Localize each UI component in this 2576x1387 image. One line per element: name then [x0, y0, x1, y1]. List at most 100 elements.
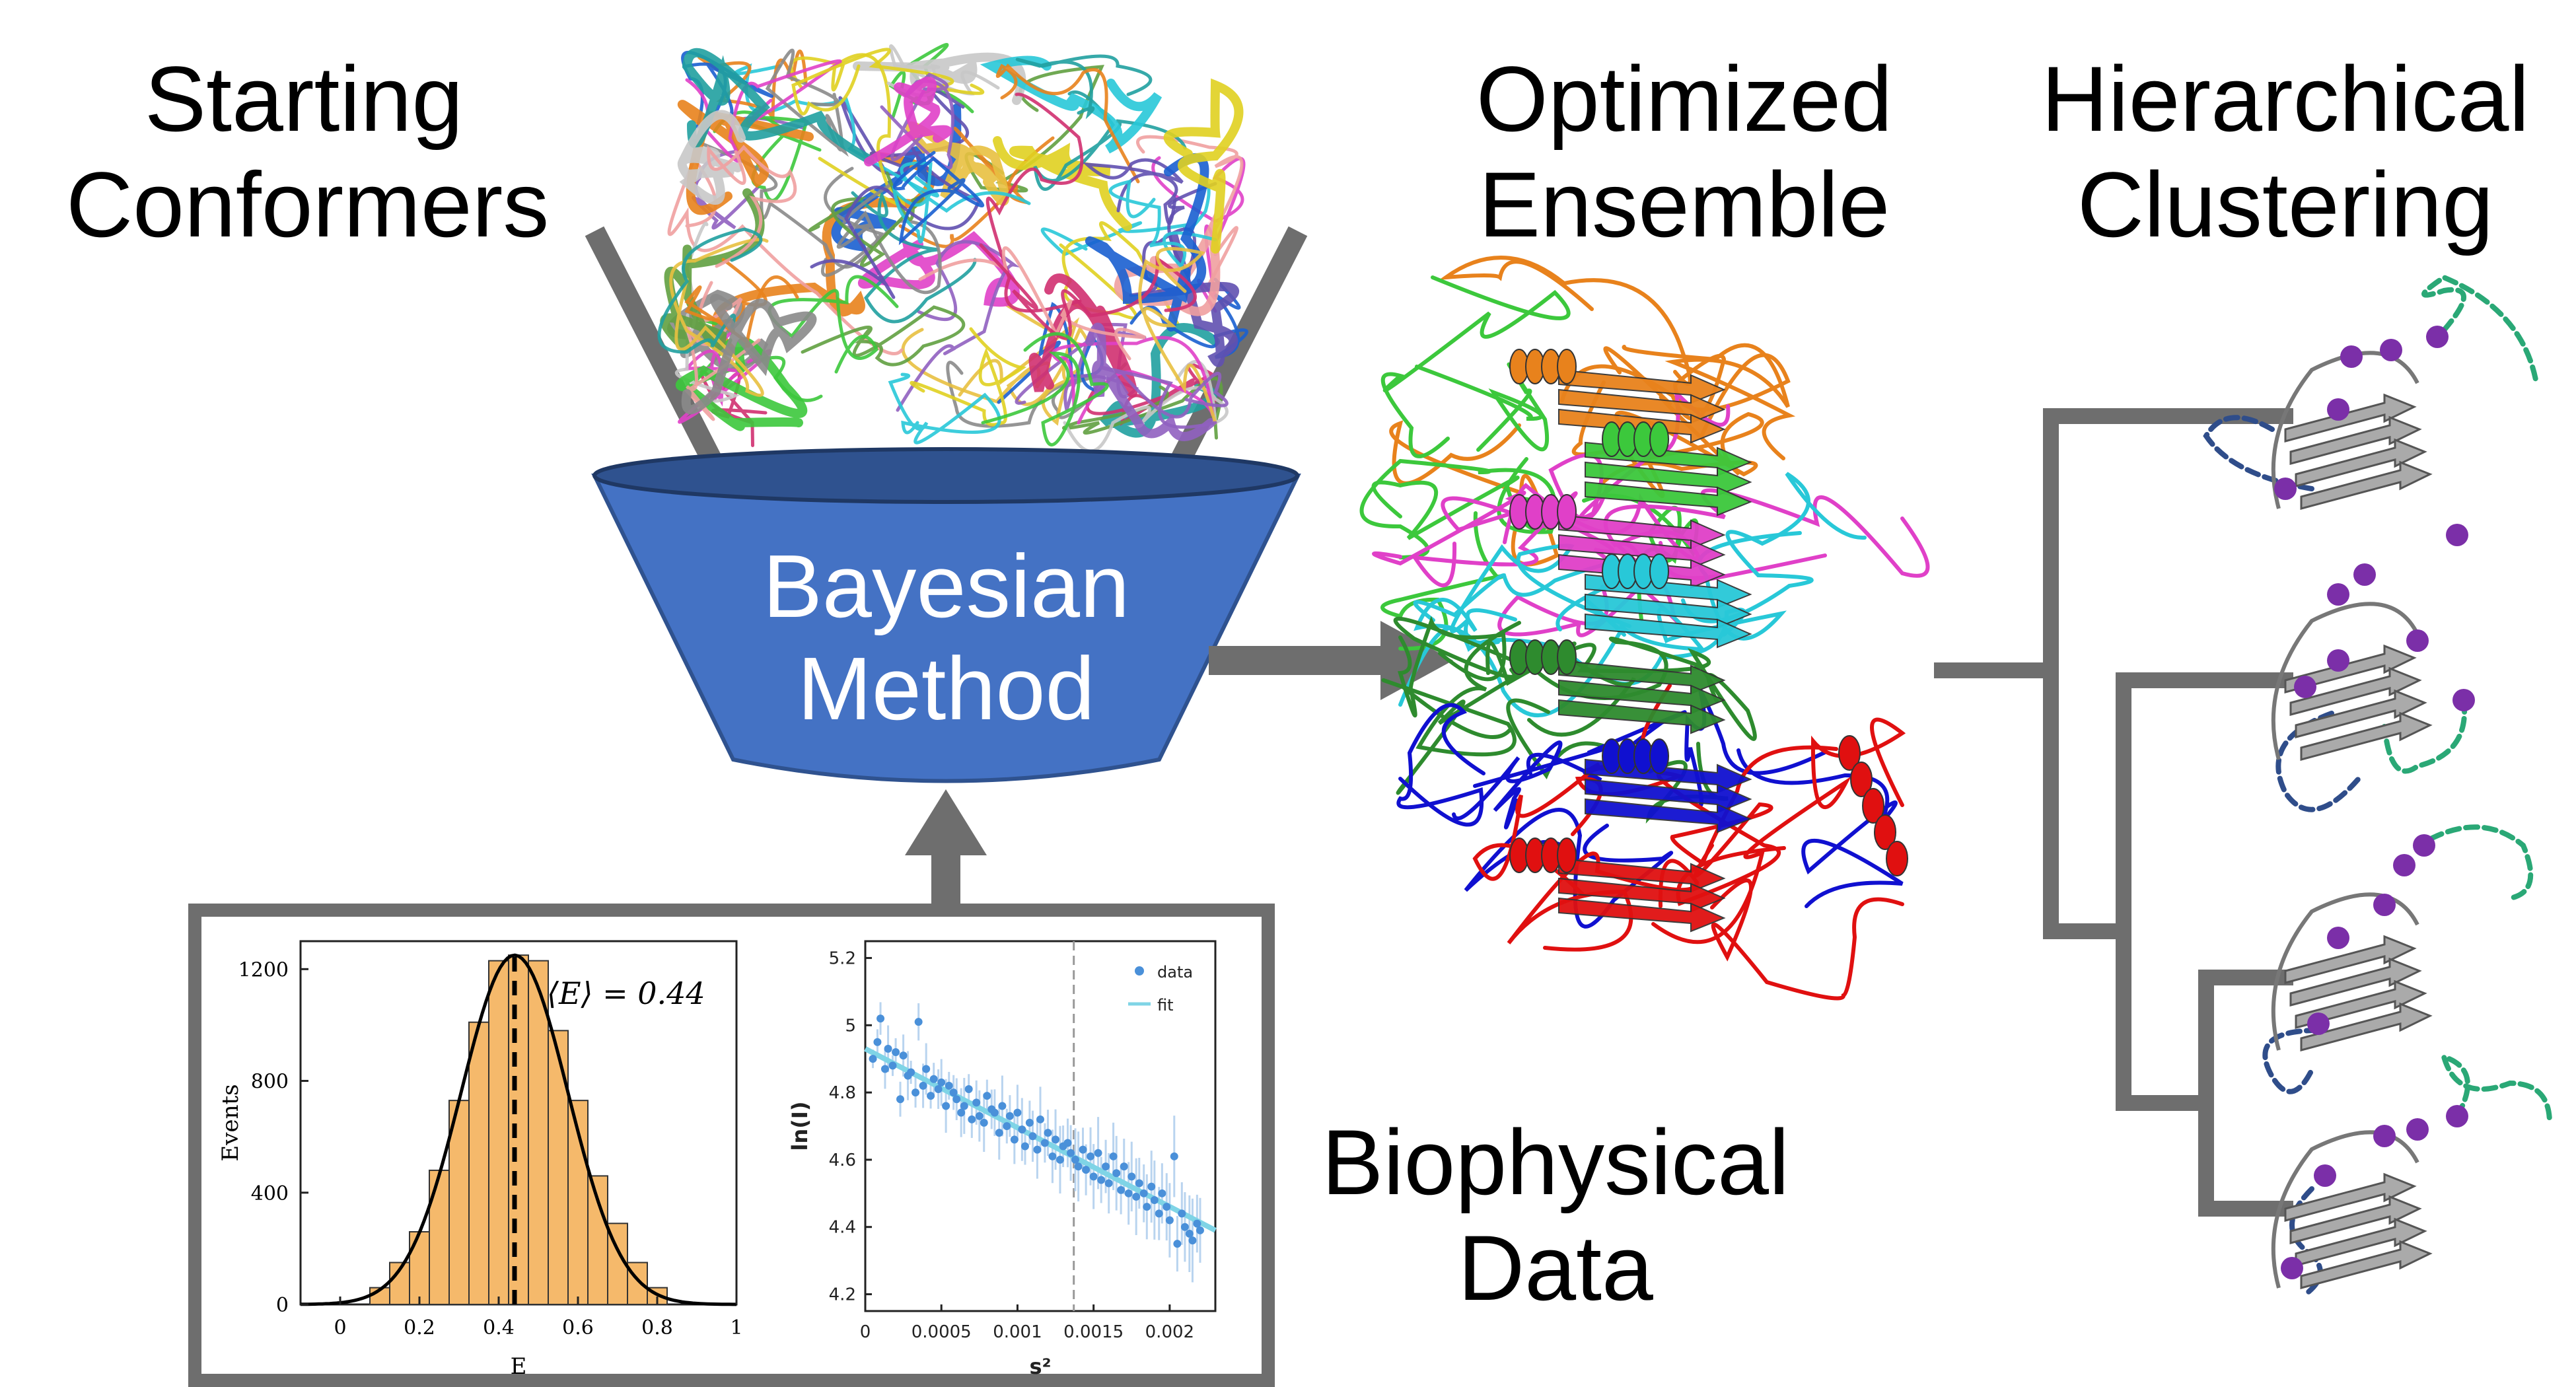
scatter-ytick-label: 4.6 [829, 1151, 856, 1170]
hist-axes: 0 0.2 0.4 0.6 0.8 1 0 400 800 1200 [238, 958, 743, 1339]
scatter-point [1180, 1223, 1189, 1231]
ensemble-sheet [1585, 798, 1752, 834]
scatter-point [922, 1065, 931, 1073]
ensemble-loop [1670, 745, 1838, 878]
cluster-backbone [2271, 602, 2419, 760]
scatter-point [1025, 1118, 1034, 1127]
cluster-sheet [2289, 666, 2422, 716]
cluster-label-dot [2314, 1164, 2336, 1187]
ensemble-sheet [1558, 679, 1726, 715]
scatter-point [1104, 1179, 1113, 1188]
cluster-sheet [2300, 460, 2433, 510]
hist-bar [488, 960, 509, 1305]
conformer-strand [1163, 78, 1244, 254]
scatter-point [1089, 1172, 1098, 1181]
scatter-point [1150, 1196, 1159, 1204]
ensemble-loop [1359, 457, 1557, 559]
scatter-point [1109, 1152, 1118, 1160]
ensemble-loop [1381, 621, 1521, 757]
biophysical-data-line1: Biophysical [1321, 1110, 1790, 1214]
conformer-strand [1108, 179, 1217, 269]
conformer-strand [810, 147, 982, 299]
optimized-ensemble-line2: Ensemble [1478, 153, 1890, 256]
cluster-label-dot [2426, 326, 2449, 348]
ensemble-helix-turn [1557, 639, 1577, 675]
scatter-plot-area [864, 940, 1217, 1312]
scatter-point [1020, 1142, 1029, 1151]
cluster-label-dot [2281, 1257, 2303, 1279]
starting-conformers-title: Starting Conformers [66, 46, 549, 258]
scatter-point [1036, 1115, 1044, 1123]
funnel-body [591, 474, 1301, 783]
scatter-point [942, 1102, 950, 1110]
ensemble-loop [1380, 275, 1571, 458]
scatter-point [899, 1051, 908, 1060]
conformer-strand [669, 238, 769, 397]
scatter-point [1165, 1216, 1174, 1225]
hist-annotation: ⟨E⟩ = 0.44 [547, 976, 705, 1011]
scatter-point [873, 1038, 882, 1046]
conformer-strand [801, 305, 966, 367]
scatter-point [880, 1065, 889, 1073]
hierarchical-clustering-line1: Hierarchical [2041, 47, 2530, 151]
scatter-ytick-label: 4.8 [829, 1083, 856, 1103]
ensemble-loop [1710, 878, 1904, 1001]
hist-xtick-label: 1 [730, 1316, 742, 1339]
scatter-point [1188, 1236, 1197, 1245]
scatter-point [934, 1085, 943, 1093]
cluster-loop-blue [2203, 415, 2314, 491]
cluster-sheet [2289, 415, 2422, 465]
starting-conformers-cloud [657, 43, 1248, 453]
scatter-point [907, 1068, 915, 1077]
ensemble-loop [1410, 491, 1578, 588]
scatter-point [1173, 1240, 1182, 1248]
conformer-strand [892, 151, 985, 246]
scatter-point [1003, 1122, 1011, 1130]
bayesian-method-line1: Bayesian [762, 536, 1130, 636]
scatter-point [929, 1075, 938, 1083]
scatter-point [919, 1081, 927, 1090]
biophysical-data-title: Biophysical Data [1308, 1110, 1803, 1321]
ensemble-sheet [1585, 461, 1752, 497]
conformer-strand [660, 188, 765, 354]
ensemble-loop [1396, 703, 1485, 827]
ensemble-sheet [1558, 534, 1726, 569]
legend-data-label: data [1157, 963, 1193, 981]
scatter-point [972, 1098, 981, 1107]
scatter-ytick-label: 5.2 [829, 948, 856, 968]
ensemble-loop [1464, 808, 1674, 929]
conformer-strand [1040, 179, 1211, 256]
cluster-loop-green [2421, 274, 2539, 386]
scatter-point [1112, 1169, 1121, 1178]
scatter-point [927, 1092, 935, 1100]
fret-histogram-chart: 0 0.2 0.4 0.6 0.8 1 0 400 800 1200 ⟨E⟩ = 0.44 E E… [217, 940, 743, 1380]
conformer-strand [677, 110, 746, 205]
scatter-point [1028, 1132, 1037, 1141]
conformer-strand [1061, 376, 1223, 440]
ensemble-helix-turn [1886, 841, 1908, 876]
scatter-point [1102, 1162, 1110, 1171]
conformer-strand [1015, 54, 1153, 120]
conformer-strand [985, 92, 1084, 313]
cluster-label-dot [2406, 1118, 2429, 1141]
hist-bar [468, 1021, 489, 1305]
hist-xtick-label: 0.8 [641, 1316, 673, 1339]
hist-bar [548, 1030, 569, 1306]
scatter-point [1139, 1189, 1148, 1197]
hist-ytick-label: 0 [276, 1294, 289, 1317]
scatter-ytick-label: 4.4 [829, 1218, 856, 1238]
hierarchical-clustering-line2: Clustering [2077, 153, 2494, 256]
legend-data-marker [1135, 966, 1144, 976]
scatter-xtick-label: 0.0005 [912, 1322, 972, 1342]
scatter-point [1071, 1155, 1079, 1164]
cluster-label-dot [2406, 629, 2429, 652]
scatter-xtick-label: 0.0015 [1063, 1322, 1124, 1342]
scatter-point [1097, 1176, 1106, 1184]
hist-xtick-label: 0.6 [562, 1316, 594, 1339]
ensemble-loop [1398, 616, 1507, 718]
scatter-point [877, 1014, 885, 1023]
scatter-point [869, 1055, 877, 1063]
hist-ylabel: Events [217, 1084, 244, 1161]
cluster-label-dot [2307, 1013, 2330, 1035]
scatter-point [983, 1092, 991, 1100]
